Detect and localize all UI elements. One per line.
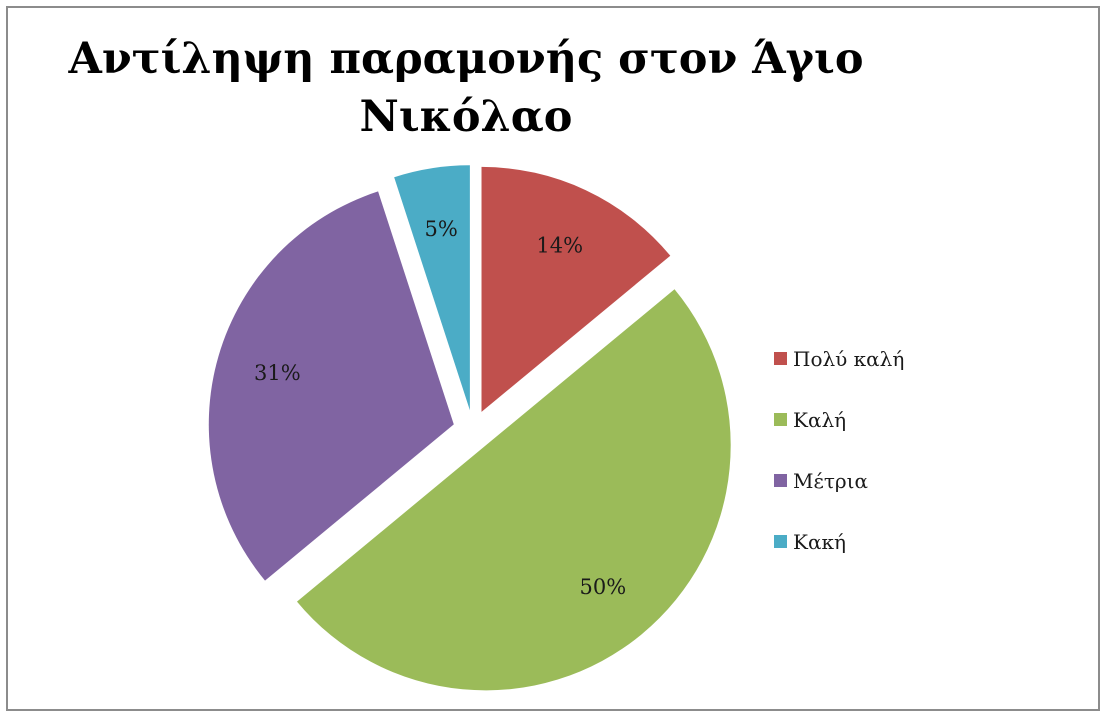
chart-title-line-2: Νικόλαο bbox=[359, 92, 573, 142]
pie-slice-4 bbox=[394, 165, 470, 411]
chart-legend: Πολύ καλή Καλή Μέτρια Κακή bbox=[774, 344, 904, 588]
legend-label-2: Καλή bbox=[793, 407, 847, 432]
slice-label-2: 50% bbox=[580, 575, 627, 599]
legend-label-3: Μέτρια bbox=[793, 468, 869, 493]
legend-label-4: Κακή bbox=[793, 529, 846, 554]
legend-swatch-4 bbox=[774, 535, 787, 548]
legend-item-4: Κακή bbox=[774, 527, 904, 556]
legend-swatch-3 bbox=[774, 474, 787, 487]
legend-label-1: Πολύ καλή bbox=[793, 346, 905, 371]
slice-label-3: 31% bbox=[254, 361, 301, 385]
slice-label-1: 14% bbox=[536, 234, 583, 258]
pie-slice-2 bbox=[296, 289, 731, 691]
chart-title: Αντίληψη παραμονής στον Άγιο Νικόλαο bbox=[0, 30, 932, 146]
legend-item-3: Μέτρια bbox=[774, 466, 904, 495]
slice-label-4: 5% bbox=[424, 217, 457, 241]
legend-swatch-2 bbox=[774, 413, 787, 426]
chart-title-line-1: Αντίληψη παραμονής στον Άγιο bbox=[68, 34, 864, 84]
legend-swatch-1 bbox=[774, 352, 787, 365]
pie-slice-3 bbox=[208, 191, 454, 581]
pie-slice-1 bbox=[481, 166, 671, 412]
legend-item-1: Πολύ καλή bbox=[774, 344, 904, 373]
legend-item-2: Καλή bbox=[774, 405, 904, 434]
